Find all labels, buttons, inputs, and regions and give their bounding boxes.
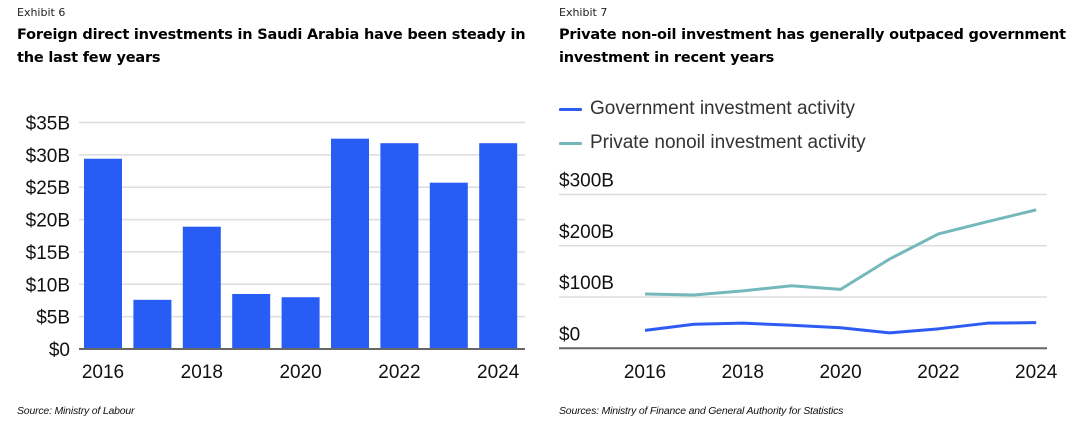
legend-label: Private nonoil investment activity — [590, 132, 866, 153]
y-tick-label: $15B — [26, 243, 70, 264]
exhibit-label: Exhibit 7 — [559, 6, 608, 19]
x-tick-label: 2018 — [722, 362, 764, 383]
y-tick-label: $0 — [559, 324, 580, 345]
bar-2023 — [429, 182, 468, 349]
bar-2018 — [182, 226, 221, 349]
y-tick-label: $200B — [559, 222, 614, 243]
source-note: Source: Ministry of Labour — [17, 405, 135, 417]
x-tick-label: 2024 — [1015, 362, 1058, 383]
legend-item-government: Government investment activity — [559, 92, 866, 126]
bar-2022 — [380, 143, 419, 349]
bar-2017 — [133, 299, 172, 349]
x-tick-label: 2016 — [624, 362, 666, 383]
x-tick-label: 2020 — [819, 362, 861, 383]
y-tick-label: $5B — [36, 308, 70, 329]
bar-chart: $0 $5B $10B $15B $20B $25B $30B $35B 2016 2018 202… — [26, 114, 525, 383]
y-tick-label: $25B — [26, 178, 70, 199]
legend: Government investment activity Private n… — [559, 92, 866, 160]
legend-item-private: Private nonoil investment activity — [559, 126, 866, 160]
x-tick-label: 2018 — [181, 362, 223, 383]
legend-label: Government investment activity — [590, 98, 856, 119]
y-tick-label: $10B — [26, 275, 70, 296]
exhibit-6-panel: Exhibit 6 Foreign direct investments in … — [17, 6, 526, 417]
series-line-private — [644, 208, 1037, 297]
bar-2024 — [479, 143, 518, 349]
bar-2021 — [331, 138, 369, 349]
y-tick-label: $20B — [26, 211, 70, 232]
chart-title: Private non-oil investment has generally… — [559, 27, 1066, 66]
bar-2020 — [281, 297, 320, 349]
x-tick-label: 2016 — [82, 362, 124, 383]
line-chart: $0 $100B $200B $300B 2016 2018 2020 2022 2024 — [559, 171, 1058, 383]
bar-2016 — [84, 158, 122, 349]
y-tick-label: $30B — [26, 146, 70, 167]
x-tick-label: 2022 — [378, 362, 420, 383]
chart-title: Foreign direct investments in Saudi Arab… — [17, 27, 526, 66]
y-tick-label: $0 — [49, 340, 70, 361]
exhibit-7-panel: Exhibit 7 Private non-oil investment has… — [545, 0, 1089, 448]
legend-swatch — [559, 107, 582, 111]
x-tick-label: 2022 — [917, 362, 959, 383]
source-note: Sources: Ministry of Finance and General… — [559, 405, 844, 417]
y-tick-label: $35B — [26, 114, 70, 135]
bar-2019 — [232, 293, 271, 349]
x-tick-label: 2024 — [477, 362, 520, 383]
legend-swatch — [559, 141, 582, 145]
x-tick-label: 2020 — [279, 362, 321, 383]
y-tick-label: $300B — [559, 171, 614, 192]
exhibit-label: Exhibit 6 — [17, 6, 66, 19]
y-tick-label: $100B — [559, 273, 614, 294]
